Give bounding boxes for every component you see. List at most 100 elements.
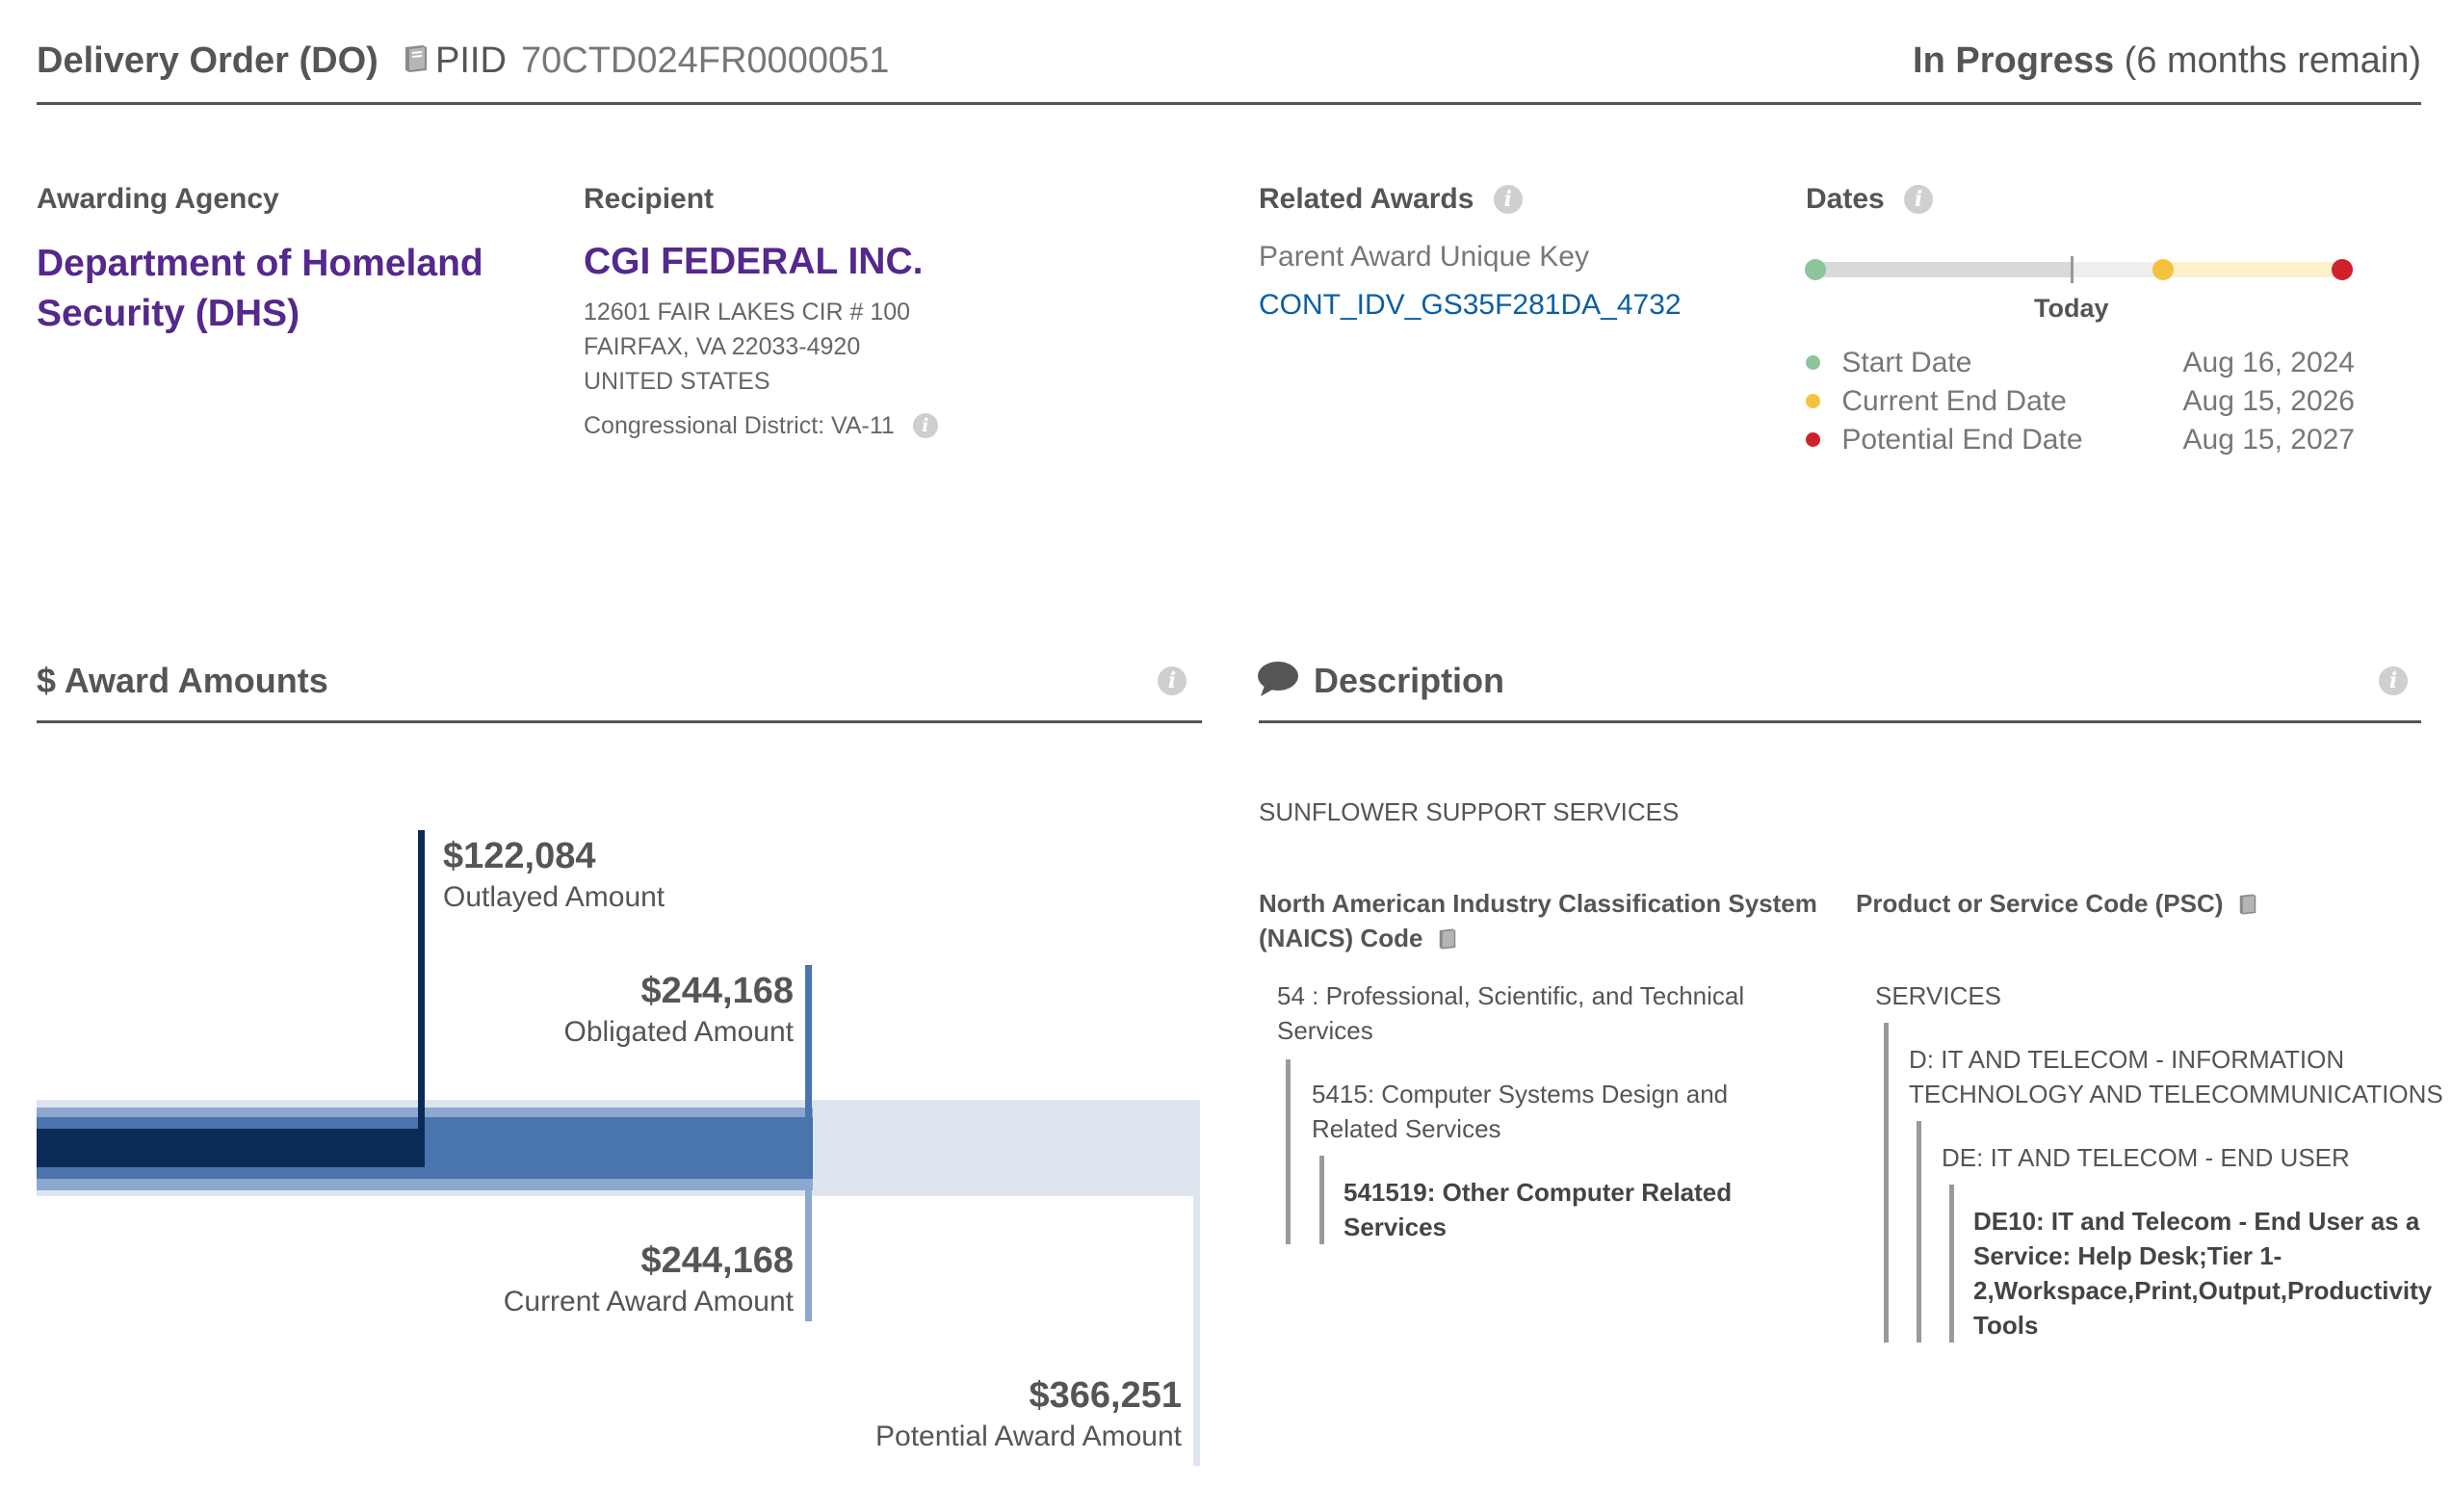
info-icon[interactable]: i (1158, 666, 1187, 695)
glossary-book-icon[interactable] (1436, 927, 1459, 951)
address-line-3: UNITED STATES (584, 368, 770, 395)
naics-level-1-line-2: Services (1277, 1016, 1373, 1045)
potential-label: Potential Award Amount (875, 1421, 1182, 1452)
outlayed-label: Outlayed Amount (443, 881, 665, 913)
potential-end-dot-icon (1806, 432, 1820, 447)
description-divider (1259, 720, 2421, 723)
outlayed-amount-bar (37, 1129, 425, 1167)
related-awards-label: Related Awards (1259, 183, 1474, 215)
psc-level-4-line-4: Tools (1973, 1311, 2039, 1340)
congressional-district: Congressional District: VA-11 i (584, 408, 938, 443)
header-divider (37, 102, 2421, 105)
congressional-district-text: Congressional District: VA-11 (584, 412, 895, 439)
info-icon[interactable]: i (2379, 666, 2408, 695)
date-row-value: Aug 16, 2024 (2182, 347, 2356, 378)
potential-award-amount: $366,251 Potential Award Amount (875, 1375, 1182, 1453)
address-line-2: FAIRFAX, VA 22033-4920 (584, 333, 861, 360)
psc-level-4-line-1: DE10: IT and Telecom - End User as a (1973, 1207, 2420, 1236)
psc-level-2-line-2: TECHNOLOGY AND TELECOMMUNICATIONS (1909, 1080, 2443, 1108)
psc-label: Product or Service Code (PSC) (1856, 886, 2259, 921)
address-line-1: 12601 FAIR LAKES CIR # 100 (584, 299, 911, 326)
award-status: In Progress (6 months remain) (1913, 40, 2421, 82)
dates-header: Dates i (1806, 183, 1934, 216)
psc-level-2-line-1: D: IT AND TELECOM - INFORMATION (1909, 1045, 2345, 1074)
obligated-value: $244,168 (640, 971, 795, 1011)
psc-tree-line (1917, 1121, 1921, 1343)
psc-level-4: DE10: IT and Telecom - End User as a Ser… (1973, 1204, 2432, 1343)
outlayed-value: $122,084 (443, 836, 596, 876)
recipient-address: 12601 FAIR LAKES CIR # 100 FAIRFAX, VA 2… (584, 295, 910, 399)
info-icon[interactable]: i (1493, 185, 1523, 214)
naics-label-line-1: North American Industry Classification S… (1259, 889, 1817, 918)
psc-tree-line (1884, 1023, 1889, 1343)
status-detail: (6 months remain) (2124, 40, 2421, 81)
status-label: In Progress (1913, 40, 2115, 81)
awarding-agency-label: Awarding Agency (37, 183, 279, 215)
potential-connector (1193, 1196, 1200, 1466)
psc-label-text: Product or Service Code (PSC) (1856, 889, 2224, 918)
glossary-book-icon[interactable] (402, 43, 430, 74)
dates-legend: Start Date Aug 16, 2024 Current End Date… (1806, 347, 2355, 462)
current-end-dot-icon (1806, 394, 1820, 408)
psc-level-3: DE: IT AND TELECOM - END USER (1942, 1143, 2350, 1172)
parent-award-link[interactable]: CONT_IDV_GS35F281DA_4732 (1259, 289, 1682, 321)
date-row-label: Start Date (1841, 347, 1972, 378)
obligated-label: Obligated Amount (563, 1016, 795, 1048)
piid-value: 70CTD024FR0000051 (521, 40, 890, 81)
award-amounts-title: $ Award Amounts (37, 661, 328, 700)
date-row-current-end: Current End Date Aug 15, 2026 (1806, 385, 2355, 424)
naics-label-line-2: (NAICS) Code (1259, 921, 1817, 955)
psc-level-4-line-2: Service: Help Desk;Tier 1- (1973, 1241, 2282, 1270)
start-date-marker (1805, 259, 1826, 280)
recipient-link[interactable]: CGI FEDERAL INC. (584, 241, 924, 282)
timeline-potential-bar (2163, 262, 2342, 277)
info-icon[interactable]: i (912, 413, 938, 438)
potential-value: $366,251 (1029, 1375, 1183, 1416)
date-row-label: Potential End Date (1841, 424, 2083, 456)
obligated-amount: $244,168 Obligated Amount (564, 971, 795, 1049)
info-icon[interactable]: i (1904, 185, 1934, 214)
description-title: Description (1314, 661, 1505, 700)
award-type-title: Delivery Order (DO) (37, 40, 430, 82)
psc-level-1: SERVICES (1875, 981, 2002, 1010)
naics-level-3-line-1: 541519: Other Computer Related (1343, 1178, 1733, 1207)
parent-award-label: Parent Award Unique Key (1259, 241, 1589, 273)
today-marker (2071, 256, 2074, 283)
naics-label: North American Industry Classification S… (1259, 886, 1817, 955)
current-value: $244,168 (640, 1240, 795, 1281)
timeline-elapsed-bar (1813, 262, 2072, 277)
current-award-amount: $244,168 Current Award Amount (504, 1240, 794, 1318)
outlayed-connector (418, 830, 425, 1167)
timeline-remaining-bar (2072, 262, 2163, 277)
outlayed-amount: $122,084 Outlayed Amount (443, 836, 665, 914)
piid-label: PIID (435, 40, 507, 81)
naics-tree-line (1286, 1059, 1291, 1244)
speech-bubble-icon (1258, 662, 1298, 696)
today-label: Today (2034, 294, 2109, 323)
date-row-label: Current End Date (1841, 385, 2067, 417)
glossary-book-icon[interactable] (2236, 893, 2259, 916)
naics-tree-line (1319, 1156, 1324, 1244)
date-row-start: Start Date Aug 16, 2024 (1806, 347, 2355, 385)
recipient-label: Recipient (584, 183, 715, 215)
current-end-marker (2152, 259, 2174, 280)
related-awards-header: Related Awards i (1259, 183, 1523, 216)
naics-level-1: 54 : Professional, Scientific, and Techn… (1277, 978, 1744, 1048)
naics-label-text: (NAICS) Code (1259, 924, 1423, 952)
current-connector (805, 1179, 812, 1321)
naics-level-3-line-2: Services (1343, 1212, 1447, 1241)
date-row-potential-end: Potential End Date Aug 15, 2027 (1806, 424, 2355, 462)
award-type-label: Delivery Order (DO) (37, 40, 378, 81)
naics-level-2-line-1: 5415: Computer Systems Design and (1312, 1080, 1729, 1108)
naics-level-2: 5415: Computer Systems Design and Relate… (1312, 1077, 1728, 1146)
naics-level-1-line-1: 54 : Professional, Scientific, and Techn… (1277, 981, 1745, 1010)
date-row-value: Aug 15, 2026 (2182, 385, 2356, 417)
current-label: Current Award Amount (503, 1286, 794, 1317)
potential-end-marker (2332, 259, 2353, 280)
dates-label: Dates (1806, 183, 1885, 215)
naics-level-2-line-2: Related Services (1312, 1114, 1501, 1143)
psc-tree-line (1949, 1185, 1954, 1343)
awarding-agency-link[interactable]: Department of Homeland Security (DHS) (37, 243, 483, 334)
award-amounts-divider (37, 720, 1202, 723)
